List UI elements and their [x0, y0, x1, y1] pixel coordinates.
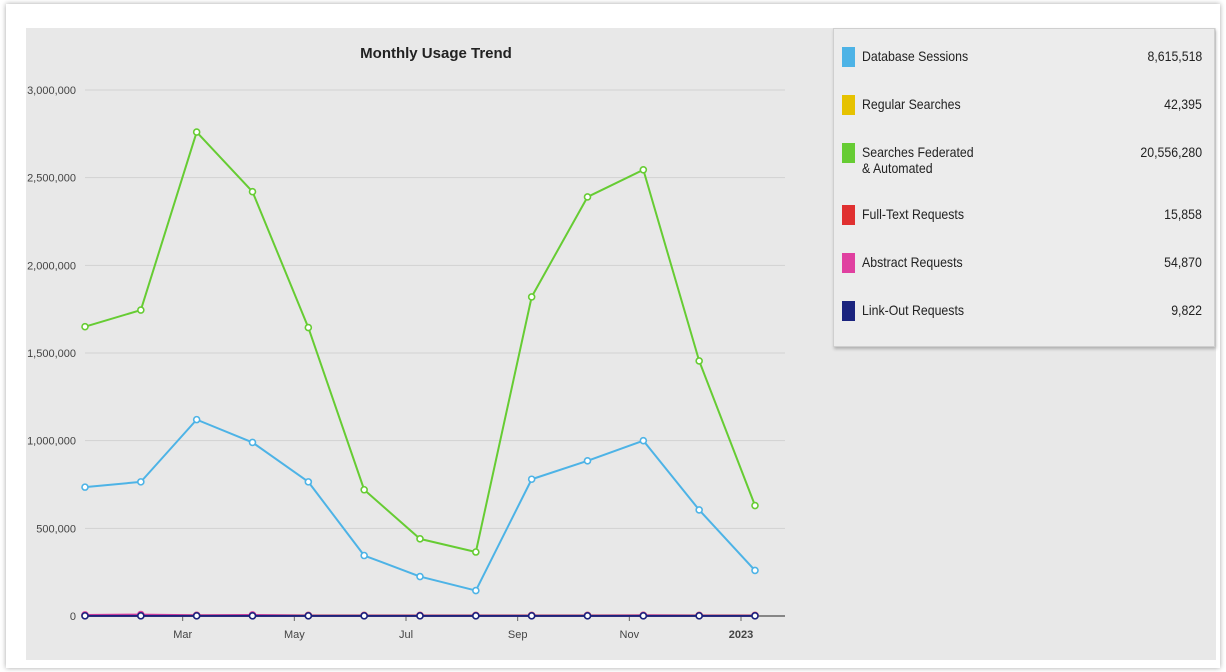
- data-point: [137, 612, 145, 620]
- data-point: [304, 478, 313, 486]
- legend-value: 15,858: [1164, 206, 1202, 222]
- data-point: [192, 612, 201, 620]
- legend-value: 42,395: [1164, 96, 1202, 112]
- legend-label: Full-Text Requests: [862, 206, 965, 222]
- data-point: [81, 322, 89, 331]
- data-point: [472, 548, 480, 556]
- data-point: [695, 506, 703, 514]
- data-point: [472, 612, 480, 620]
- x-tick-label: 2023: [729, 629, 753, 641]
- data-point: [304, 612, 313, 620]
- legend: Database Sessions 8,615,518 Regular Search…: [833, 28, 1215, 347]
- data-point: [639, 612, 648, 620]
- legend-label: Regular Searches: [862, 96, 961, 112]
- data-point: [472, 586, 480, 595]
- y-tick-label: 500,000: [36, 523, 76, 535]
- y-tick-label: 1,500,000: [27, 348, 76, 360]
- legend-value: 20,556,280: [1140, 144, 1202, 160]
- data-point: [583, 457, 592, 465]
- data-point: [137, 478, 145, 486]
- data-point: [192, 128, 201, 136]
- data-point: [695, 357, 703, 365]
- legend-value: 54,870: [1164, 254, 1202, 270]
- y-tick-label: 3,000,000: [27, 85, 76, 97]
- legend-value: 9,822: [1171, 302, 1202, 318]
- data-point: [416, 535, 424, 543]
- data-point: [81, 612, 89, 620]
- data-point: [527, 475, 536, 484]
- y-tick-label: 2,500,000: [27, 173, 76, 185]
- data-point: [639, 436, 648, 445]
- data-point: [527, 293, 536, 301]
- data-point: [751, 612, 759, 620]
- data-point: [416, 572, 424, 581]
- legend-swatch: [842, 205, 855, 225]
- y-tick-label: 0: [70, 611, 76, 623]
- legend-label: Database Sessions: [862, 48, 969, 64]
- data-point: [751, 501, 759, 510]
- x-tick-label: Mar: [173, 629, 192, 641]
- chart-title: Monthly Usage Trend: [360, 45, 512, 62]
- y-tick-label: 2,000,000: [27, 260, 76, 272]
- legend-label: Searches Federated & Automated: [862, 144, 974, 176]
- legend-label: Link-Out Requests: [862, 302, 965, 318]
- data-point: [360, 612, 368, 620]
- legend-value: 8,615,518: [1147, 48, 1202, 64]
- y-tick-label: 1,000,000: [27, 436, 76, 448]
- data-point: [248, 612, 257, 620]
- x-tick-label: Nov: [620, 629, 640, 641]
- data-point: [639, 165, 648, 174]
- legend-swatch: [842, 301, 855, 321]
- legend-swatch: [842, 47, 855, 67]
- x-tick-label: Jul: [399, 629, 413, 641]
- data-point: [248, 187, 257, 196]
- data-point: [360, 485, 368, 494]
- data-point: [583, 193, 592, 201]
- legend-swatch: [842, 143, 855, 163]
- data-point: [192, 415, 201, 424]
- data-point: [583, 612, 592, 620]
- data-point: [416, 612, 424, 620]
- x-tick-label: Sep: [508, 629, 528, 641]
- data-point: [695, 612, 703, 620]
- legend-label: Abstract Requests: [862, 254, 963, 270]
- data-point: [527, 612, 536, 620]
- data-point: [751, 566, 759, 575]
- legend-swatch: [842, 253, 855, 273]
- series-line: [84, 131, 756, 554]
- x-tick-label: May: [284, 629, 305, 641]
- legend-swatch: [842, 95, 855, 115]
- data-point: [137, 306, 145, 314]
- data-point: [360, 551, 368, 560]
- series-line: [84, 418, 756, 592]
- data-point: [248, 438, 257, 447]
- data-point: [304, 323, 313, 332]
- data-point: [81, 483, 89, 491]
